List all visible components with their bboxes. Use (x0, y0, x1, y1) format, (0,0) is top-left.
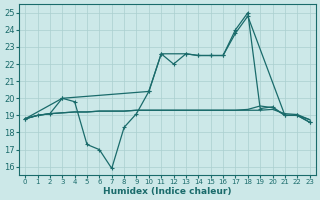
X-axis label: Humidex (Indice chaleur): Humidex (Indice chaleur) (103, 187, 232, 196)
